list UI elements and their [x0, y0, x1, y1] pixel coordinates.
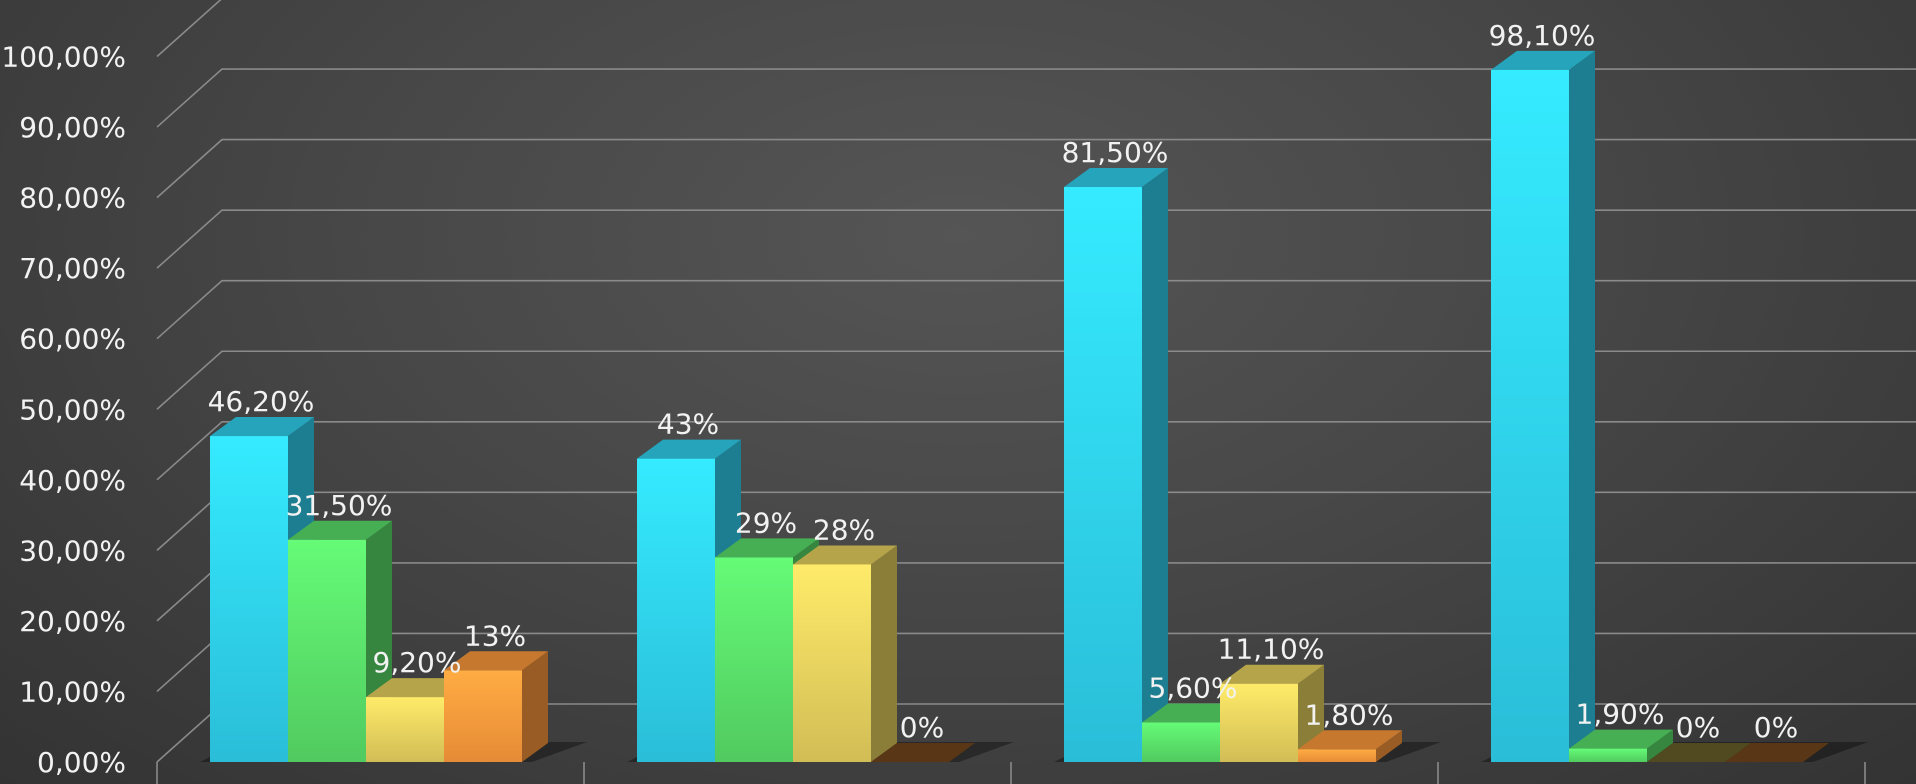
- data-label: 13%: [464, 619, 526, 652]
- y-tick-label: 80,00%: [19, 182, 126, 215]
- bar-top: [637, 439, 741, 459]
- bar-front: [793, 564, 871, 762]
- gridline: [156, 350, 1916, 410]
- bar-front: [288, 539, 366, 762]
- bar-series-4-category-1: [444, 651, 548, 762]
- bar-top: [1569, 729, 1673, 749]
- data-labels: 46,20% 31,50% 9,20%13% 43% 29% 28% 0% 81,50% 5,6…: [208, 19, 1799, 744]
- bar-top: [288, 520, 392, 540]
- data-label: 29%: [735, 506, 797, 539]
- bars: [200, 50, 1868, 763]
- bar-series-3-category-3: [1220, 664, 1324, 762]
- bar-top: [793, 545, 897, 565]
- data-label: 81,50%: [1062, 136, 1169, 169]
- data-label: 31,50%: [286, 489, 393, 522]
- y-tick-label: 10,00%: [19, 675, 126, 708]
- data-label: 0%: [900, 711, 944, 744]
- bar-top: [1064, 168, 1168, 188]
- bar-front: [715, 557, 793, 762]
- gridline: [156, 209, 1916, 269]
- bar-front: [1220, 683, 1298, 762]
- bar-top: [1220, 664, 1324, 684]
- data-label: 11,10%: [1218, 633, 1325, 666]
- bar-front: [444, 670, 522, 762]
- y-tick-label: 0,00%: [37, 746, 126, 779]
- data-label: 5,60%: [1149, 671, 1238, 704]
- bar-top: [1298, 730, 1402, 750]
- bar-side: [1376, 730, 1402, 762]
- data-label: 43%: [657, 408, 719, 441]
- bar-front: [637, 458, 715, 762]
- y-tick-label: 70,00%: [19, 252, 126, 285]
- data-label: 1,80%: [1305, 698, 1394, 731]
- y-tick-label: 60,00%: [19, 323, 126, 356]
- bar-side: [871, 545, 897, 762]
- gridlines: [156, 0, 1916, 763]
- bar-top: [1647, 743, 1751, 762]
- bar-front: [1064, 187, 1142, 762]
- data-label: 9,20%: [373, 646, 462, 679]
- y-tick-labels: 0,00% 10,00% 20,00% 30,00% 40,00% 50,00% 60,00…: [1, 41, 126, 780]
- data-label: 0%: [1754, 711, 1798, 744]
- gridline: [156, 279, 1916, 340]
- data-label: 28%: [813, 513, 875, 546]
- bar-front: [1298, 749, 1376, 762]
- bar-side: [522, 651, 548, 762]
- bar-front: [366, 697, 444, 762]
- data-label: 0%: [1676, 711, 1720, 744]
- bar-series-1-category-3: [1064, 168, 1168, 762]
- gridline: [156, 138, 1916, 199]
- bar-series-3-category-4: [1647, 743, 1751, 762]
- bar-top: [871, 743, 975, 762]
- bar-series-2-category-4: [1569, 729, 1673, 762]
- bar-front: [1142, 722, 1220, 762]
- bar-top: [1491, 50, 1595, 70]
- bar-top: [1725, 743, 1829, 762]
- bar-side: [1569, 50, 1595, 763]
- gridline: [156, 562, 1916, 622]
- bar-series-4-category-2: [871, 743, 975, 762]
- gridline: [156, 420, 1916, 481]
- y-tick-label: 100,00%: [1, 41, 126, 74]
- axes: [156, 762, 1866, 784]
- bar-series-4-category-3: [1298, 730, 1402, 762]
- bar-series-1-category-4: [1491, 50, 1595, 763]
- bar-series-3-category-2: [793, 545, 897, 762]
- bar-side: [1647, 729, 1673, 762]
- bar-front: [1491, 69, 1569, 763]
- y-tick-label: 40,00%: [19, 464, 126, 497]
- bar-top: [715, 538, 819, 558]
- bar-series-4-category-4: [1725, 743, 1829, 762]
- y-tick-label: 30,00%: [19, 534, 126, 567]
- bar-side: [1142, 168, 1168, 762]
- data-label: 46,20%: [208, 385, 315, 418]
- bar-top: [444, 651, 548, 671]
- data-label: 1,90%: [1576, 698, 1665, 731]
- y-tick-label: 50,00%: [19, 393, 126, 426]
- bar-front: [210, 436, 288, 762]
- gridline: [156, 0, 222, 58]
- gridline: [156, 491, 1916, 551]
- y-tick-label: 20,00%: [19, 605, 126, 638]
- gridline: [156, 68, 1916, 128]
- data-label: 98,10%: [1489, 19, 1596, 52]
- y-tick-label: 90,00%: [19, 111, 126, 144]
- bar-top: [210, 417, 314, 437]
- bar-front: [1569, 748, 1647, 762]
